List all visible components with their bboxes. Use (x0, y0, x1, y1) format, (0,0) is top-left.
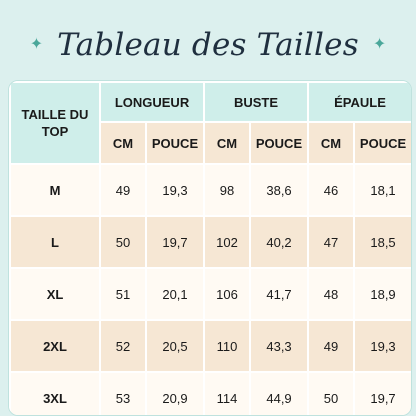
table-cell: 49 (99, 163, 147, 217)
table-cell: 44,9 (249, 371, 310, 415)
group-header-epaule: ÉPAULE (307, 81, 411, 123)
unit-header-pouce: POUCE (249, 121, 310, 165)
table-row: XL 51 20,1 106 41,7 48 18,9 (9, 267, 411, 321)
table-cell: 40,2 (249, 215, 310, 269)
table-cell: 41,7 (249, 267, 310, 321)
table-cell: 18,1 (353, 163, 411, 217)
table-cell: 46 (307, 163, 356, 217)
size-label: M (9, 163, 101, 217)
table-cell: 52 (99, 319, 147, 373)
group-header-buste: BUSTE (203, 81, 310, 123)
table-cell: 18,9 (353, 267, 411, 321)
table-cell: 19,7 (144, 215, 206, 269)
table-cell: 50 (307, 371, 356, 415)
unit-header-cm: CM (307, 121, 356, 165)
title-bar: ✦ Tableau des Tailles ✦ (0, 22, 416, 68)
size-column-header: TAILLE DU TOP (9, 81, 101, 165)
table-cell: 110 (203, 319, 252, 373)
table-cell: 53 (99, 371, 147, 415)
table-cell: 49 (307, 319, 356, 373)
table-row: 3XL 53 20,9 114 44,9 50 19,7 (9, 371, 411, 415)
size-chart-table: TAILLE DU TOP LONGUEUR BUSTE ÉPAULE CM P… (8, 80, 412, 416)
table-cell: 43,3 (249, 319, 310, 373)
table-cell: 19,3 (144, 163, 206, 217)
table-cell: 20,5 (144, 319, 206, 373)
table-cell: 18,5 (353, 215, 411, 269)
sparkle-left-icon: ✦ (29, 36, 44, 53)
table-cell: 106 (203, 267, 252, 321)
sparkle-right-icon: ✦ (372, 36, 387, 53)
table-cell: 20,9 (144, 371, 206, 415)
table-cell: 51 (99, 267, 147, 321)
table-cell: 102 (203, 215, 252, 269)
table-cell: 19,3 (353, 319, 411, 373)
unit-header-pouce: POUCE (144, 121, 206, 165)
unit-header-cm: CM (99, 121, 147, 165)
table-cell: 38,6 (249, 163, 310, 217)
table-cell: 50 (99, 215, 147, 269)
size-label: XL (9, 267, 101, 321)
table-cell: 48 (307, 267, 356, 321)
table-cell: 20,1 (144, 267, 206, 321)
size-label: 3XL (9, 371, 101, 415)
table-row: 2XL 52 20,5 110 43,3 49 19,3 (9, 319, 411, 373)
table-row: M 49 19,3 98 38,6 46 18,1 (9, 163, 411, 217)
table-cell: 47 (307, 215, 356, 269)
size-table: TAILLE DU TOP LONGUEUR BUSTE ÉPAULE CM P… (9, 81, 411, 415)
size-label: L (9, 215, 101, 269)
table-cell: 19,7 (353, 371, 411, 415)
group-header-longueur: LONGUEUR (98, 81, 206, 123)
table-cell: 114 (203, 371, 252, 415)
table-row: L 50 19,7 102 40,2 47 18,5 (9, 215, 411, 269)
unit-header-pouce: POUCE (353, 121, 411, 165)
table-cell: 98 (203, 163, 252, 217)
page-title: Tableau des Tailles (57, 27, 359, 63)
unit-header-cm: CM (203, 121, 252, 165)
size-label: 2XL (9, 319, 101, 373)
